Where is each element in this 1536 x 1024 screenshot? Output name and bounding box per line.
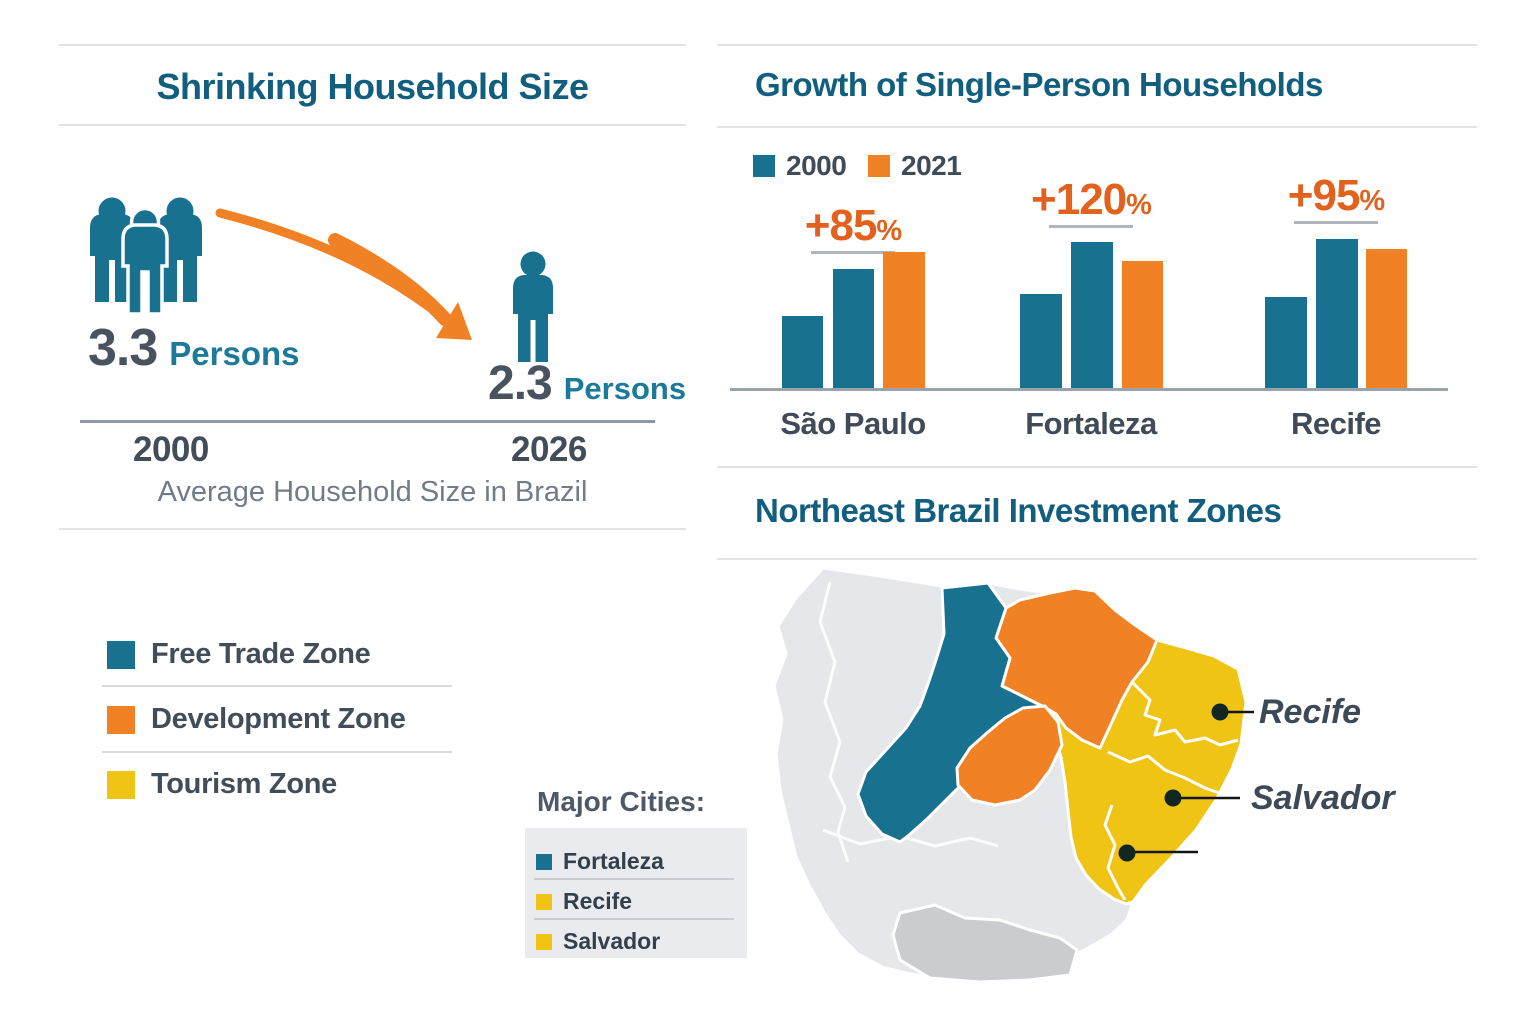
divider (59, 124, 686, 126)
bar-Fortaleza-2 (1071, 242, 1113, 390)
timeline-axis (80, 420, 655, 423)
percent-sign: % (1126, 189, 1152, 221)
household-end-value: 2.3 Persons (488, 356, 686, 411)
divider (717, 558, 1477, 560)
percent-sign: % (876, 215, 902, 247)
recife-marker-dot (1211, 703, 1229, 721)
growth-value: +85 (804, 201, 878, 250)
timeline-year-start: 2000 (133, 430, 209, 469)
salvador-marker-dot (1164, 789, 1182, 807)
household-panel-title: Shrinking Household Size (156, 66, 589, 107)
household-group-icon (90, 197, 202, 316)
divider (534, 918, 734, 920)
salvador-label: Salvador (563, 928, 661, 954)
growth-annotation-recife: +95% (1256, 171, 1416, 221)
decline-arrow-icon (215, 208, 472, 340)
major-city-recife: Recife (536, 888, 632, 915)
divider (59, 44, 686, 46)
major-cities-heading: Major Cities: (537, 786, 706, 817)
growth-value: +95 (1287, 171, 1361, 220)
divider (717, 44, 1477, 46)
annotation-underline (1049, 225, 1133, 228)
zone-legend-tourism: Tourism Zone (107, 768, 337, 801)
map-internal-borders (818, 581, 999, 863)
major-cities-box (525, 828, 747, 958)
growth-bar-chart: +85% +120% +95% São Paulo Fortaleza Reci… (717, 140, 1477, 441)
divider (102, 685, 452, 687)
divider (534, 878, 734, 880)
recife-swatch (536, 893, 552, 910)
legend-item-2021: 2021 (868, 150, 962, 182)
start-value-number: 3.3 (88, 319, 158, 377)
household-caption: Average Household Size in Brazil (157, 476, 588, 508)
major-city-salvador: Salvador (536, 928, 660, 955)
development-zone-swatch (107, 705, 135, 734)
map-region-free-trade-zone (856, 581, 1048, 844)
map-label-salvador: Salvador (1251, 779, 1395, 817)
annotation-underline (1294, 221, 1378, 224)
divider (102, 751, 452, 753)
category-label-sao-paulo: São Paulo (780, 406, 926, 441)
divider (717, 126, 1477, 128)
zone-legend-development: Development Zone (107, 703, 406, 736)
bar-Fortaleza-1 (1020, 294, 1062, 390)
salvador-swatch (536, 933, 552, 950)
x-axis-line (730, 388, 1448, 391)
end-value-unit: Persons (563, 371, 687, 406)
map-zone-borders (1103, 680, 1239, 901)
annotation-underline (811, 251, 895, 254)
tourism-zone-label: Tourism Zone (151, 768, 337, 800)
bar-Recife-2 (1316, 239, 1358, 390)
legend-swatch-2000 (753, 155, 775, 177)
fortaleza-label: Fortaleza (563, 848, 664, 874)
zones-panel-title: Northeast Brazil Investment Zones (755, 492, 1282, 529)
growth-value: +120 (1031, 175, 1127, 224)
legend-item-2000: 2000 (753, 150, 847, 182)
bar-São Paulo-1 (782, 316, 823, 390)
fortaleza-swatch (536, 853, 552, 870)
growth-annotation-sao-paulo: +85% (773, 201, 933, 251)
free-trade-zone-swatch (107, 640, 135, 669)
growth-panel-title: Growth of Single-Person Households (755, 66, 1323, 103)
divider (717, 466, 1477, 468)
divider (59, 528, 686, 530)
percent-sign: % (1359, 185, 1385, 217)
legend-swatch-2021 (868, 155, 890, 177)
household-start-value: 3.3 Persons (88, 318, 300, 378)
legend-label-2021: 2021 (901, 150, 962, 181)
free-trade-zone-label: Free Trade Zone (151, 638, 371, 670)
growth-annotation-fortaleza: +120% (1011, 175, 1171, 225)
bar-São Paulo-2 (833, 269, 874, 390)
map-region-south-gray (891, 903, 1079, 984)
major-city-fortaleza: Fortaleza (536, 848, 664, 875)
map-region-development-zone-south (955, 704, 1064, 807)
start-value-unit: Persons (169, 335, 300, 372)
single-person-icon (513, 251, 553, 362)
bar-São Paulo-3 (883, 252, 925, 390)
south-marker-dot (1118, 844, 1136, 862)
bar-Recife-1 (1265, 297, 1307, 390)
development-zone-label: Development Zone (151, 703, 406, 735)
bar-Fortaleza-3 (1122, 261, 1163, 390)
category-label-fortaleza: Fortaleza (1025, 406, 1157, 441)
bar-Recife-3 (1366, 249, 1407, 390)
category-label-recife: Recife (1290, 406, 1382, 441)
end-value-number: 2.3 (488, 357, 553, 410)
map-city-markers (1118, 703, 1254, 862)
timeline-year-end: 2026 (511, 430, 587, 469)
tourism-zone-swatch (107, 770, 135, 799)
northeast-brazil-map (772, 566, 1254, 984)
map-label-recife: Recife (1259, 693, 1362, 731)
legend-label-2000: 2000 (786, 150, 847, 181)
zone-legend-free-trade: Free Trade Zone (107, 638, 371, 671)
recife-label: Recife (563, 888, 633, 914)
